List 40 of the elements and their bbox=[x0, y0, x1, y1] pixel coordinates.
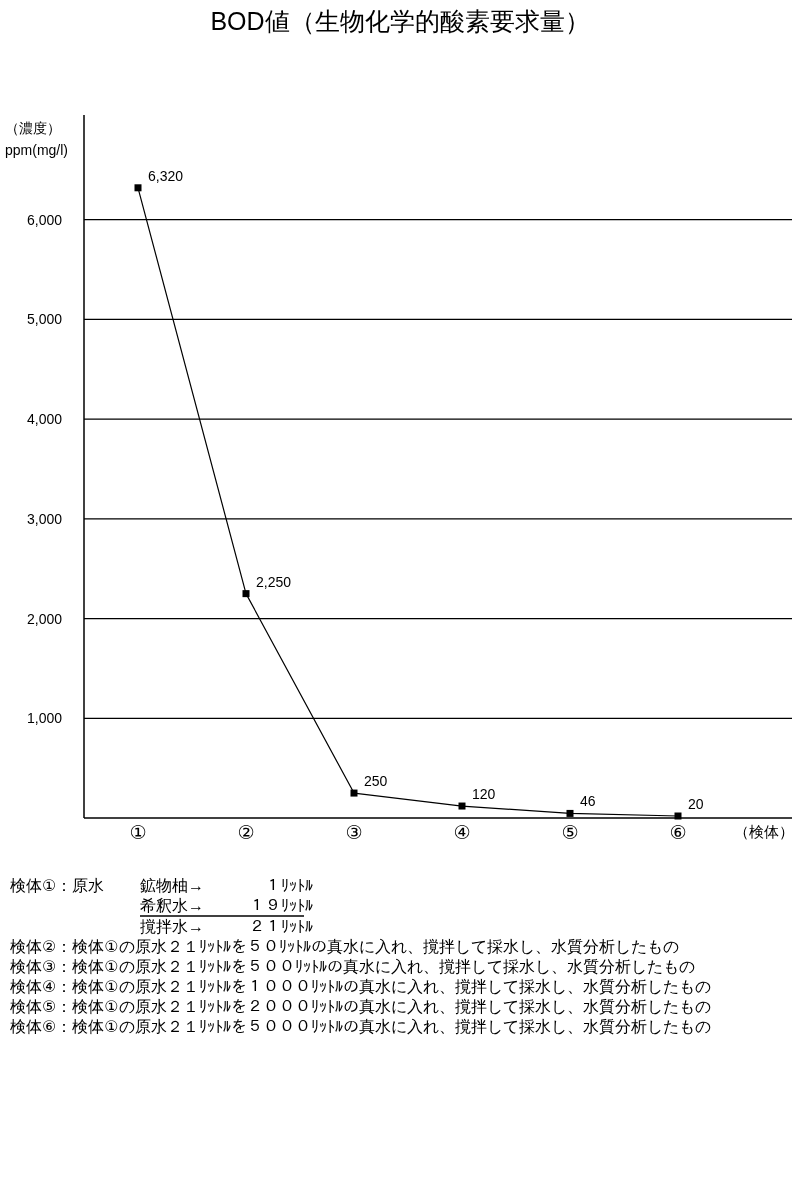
xtick: ③ bbox=[345, 822, 363, 843]
point bbox=[458, 802, 466, 810]
point bbox=[566, 809, 574, 817]
xtick: ④ bbox=[453, 822, 471, 843]
annotation: 検体①：原水 bbox=[10, 877, 105, 894]
xlabel: （検体） bbox=[734, 823, 794, 840]
annotation: １９ﾘｯﾄﾙ bbox=[249, 897, 313, 914]
data-label: 20 bbox=[688, 796, 704, 812]
annotation: 検体⑥：検体①の原水２１ﾘｯﾄﾙを５０００ﾘｯﾄﾙの真水に入れ、撹拌して採水し、水質分析したもの bbox=[10, 1018, 711, 1035]
xtick: ⑥ bbox=[669, 822, 687, 843]
annotation: 撹拌水→ bbox=[140, 918, 204, 935]
point bbox=[674, 812, 682, 820]
data-label: 250 bbox=[364, 773, 388, 790]
annotation: 検体③：検体①の原水２１ﾘｯﾄﾙを５００ﾘｯﾄﾙの真水に入れ、撹拌して採水し、水質分析したもの bbox=[10, 958, 695, 975]
ylabel: ppm(mg/l) bbox=[5, 142, 68, 158]
annotation: ２１ﾘｯﾄﾙ bbox=[249, 918, 313, 935]
point bbox=[242, 590, 250, 598]
annotation: １ﾘｯﾄﾙ bbox=[265, 877, 313, 894]
xtick: ② bbox=[237, 822, 255, 843]
xtick: ① bbox=[129, 822, 147, 843]
annotation: 検体⑤：検体①の原水２１ﾘｯﾄﾙを２０００ﾘｯﾄﾙの真水に入れ、撹拌して採水し、水質分析したもの bbox=[10, 998, 711, 1015]
ytick: 4,000 bbox=[26, 411, 62, 428]
xtick: ⑤ bbox=[561, 822, 579, 843]
ytick: 2,000 bbox=[26, 610, 62, 627]
data-label: 46 bbox=[580, 793, 596, 810]
ytick: 5,000 bbox=[26, 311, 62, 328]
ytick: 1,000 bbox=[26, 710, 62, 727]
data-label: 2,250 bbox=[256, 573, 292, 590]
annotation: 鉱物柚→ bbox=[140, 877, 204, 894]
data-label: 6,320 bbox=[148, 167, 184, 184]
annotation: 検体②：検体①の原水２１ﾘｯﾄﾙを５０ﾘｯﾄﾙの真水に入れ、撹拌して採水し、水質分析したもの bbox=[10, 938, 679, 955]
ytick: 3,000 bbox=[26, 510, 62, 527]
annotation: 希釈水→ bbox=[140, 897, 204, 914]
annotation: 検体④：検体①の原水２１ﾘｯﾄﾙを１０００ﾘｯﾄﾙの真水に入れ、撹拌して採水し、水質分析したもの bbox=[10, 978, 711, 995]
point bbox=[350, 789, 358, 797]
data-label: 120 bbox=[472, 786, 496, 803]
point bbox=[134, 184, 142, 192]
ytick: 6,000 bbox=[26, 211, 62, 228]
title: BOD値（生物化学的酸素要求量） bbox=[210, 7, 590, 35]
ylabel: （濃度） bbox=[5, 120, 61, 136]
